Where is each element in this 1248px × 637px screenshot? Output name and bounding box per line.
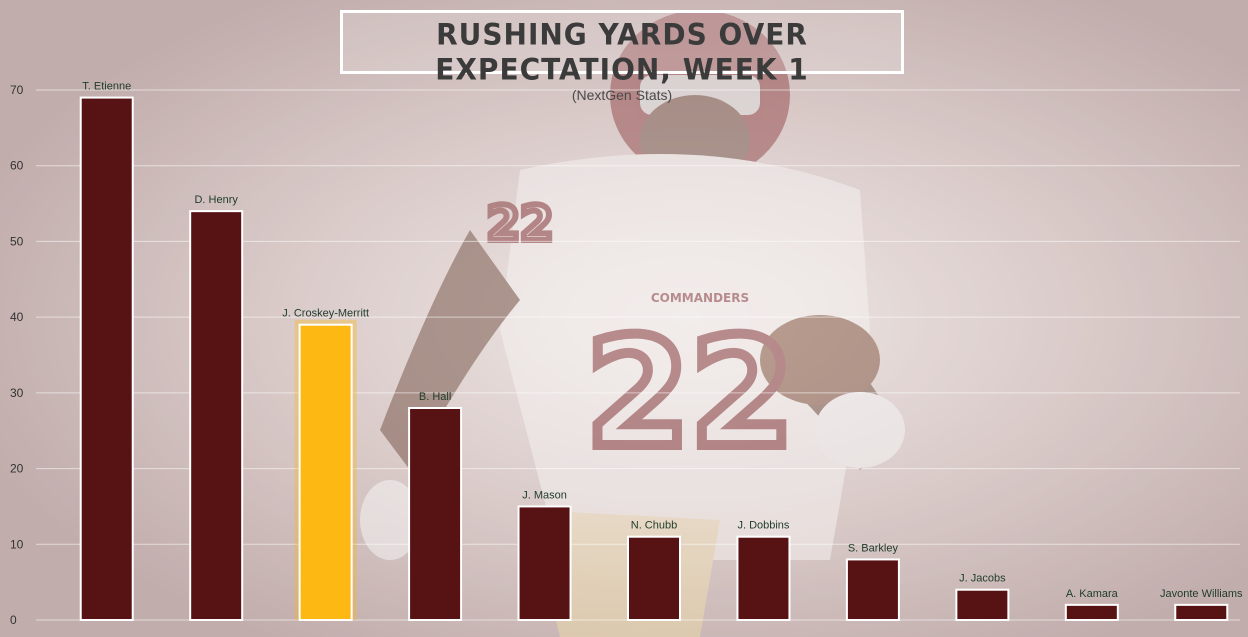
y-tick-label: 0 [10,613,17,627]
bar-label: Javonte Williams [1160,588,1243,600]
bar-label: T. Etienne [82,81,131,93]
jersey-number: 22 [586,307,795,481]
bar-label: J. Mason [522,489,567,501]
chart-subtitle: (NextGen Stats) [571,87,673,103]
chart-title: RUSHING YARDS OVER EXPECTATION, WEEK 1 [435,17,809,87]
bar-label: J. Jacobs [959,573,1006,585]
sleeve-number: 22 [487,196,554,252]
bar-label: A. Kamara [1066,588,1119,600]
bar-s-barkley [845,558,900,622]
bar-d-henry [189,210,244,621]
bar-label: J. Dobbins [737,520,789,532]
y-tick-label: 30 [10,386,24,400]
bar-label: J. Croskey-Merritt [282,308,369,320]
bar-j-mason [517,505,572,621]
bar-a-kamara [1064,603,1119,621]
bar-label: D. Henry [194,194,238,206]
y-tick-label: 50 [10,234,24,248]
y-tick-label: 70 [10,83,24,97]
bar-j-dobbins [736,535,791,622]
y-tick-label: 40 [10,310,24,324]
bar-label: S. Barkley [848,542,899,554]
bar-label: B. Hall [419,391,451,403]
bar-j-jacobs [955,588,1010,622]
bar-t-etienne [79,96,134,622]
jersey-text: COMMANDERS [651,291,749,305]
bar-n-chubb [627,535,681,622]
y-tick-label: 60 [10,159,24,173]
bar-javonte-williams [1174,603,1229,621]
y-tick-label: 20 [10,462,24,476]
y-tick-label: 10 [10,537,24,551]
bar-b-hall [408,407,463,621]
bar-j-croskey-merritt [298,323,353,621]
bar-label: N. Chubb [631,520,677,532]
chart-title-box: RUSHING YARDS OVER EXPECTATION, WEEK 1 (… [340,10,904,103]
